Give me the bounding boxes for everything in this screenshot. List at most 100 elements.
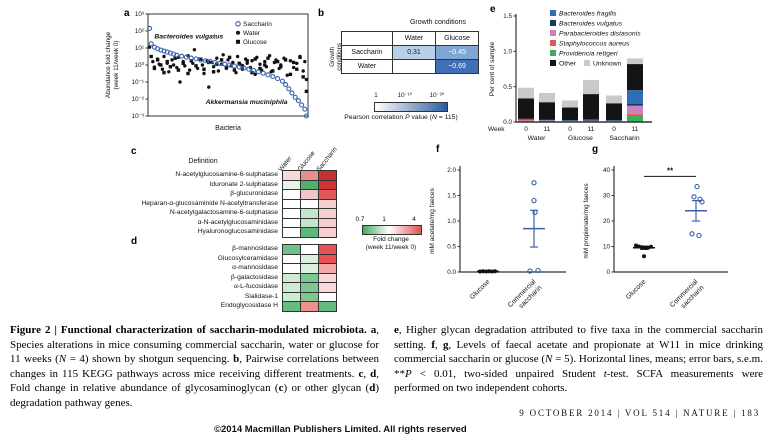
text-segment: c — [358, 367, 364, 380]
heatmap-row-label: Iduronate 2-sulphatase — [209, 180, 278, 188]
table-col-header: Water — [392, 31, 436, 46]
glucose-point — [176, 68, 181, 72]
data-point — [640, 245, 644, 250]
heatmap-cell — [318, 227, 337, 238]
heatmap-row-label: N-acetylglucosamine-6-sulphatase — [175, 171, 278, 178]
legend-label: Bacteroides fragilis — [559, 11, 617, 18]
table-row-label: Saccharin — [341, 45, 393, 60]
data-point-open — [696, 232, 702, 239]
data-point-open — [535, 267, 541, 274]
y-tick-label: 2.0 — [447, 167, 456, 174]
y-axis-label: mM acetate/mg faeces — [429, 187, 436, 253]
panel-b-scale-tick-1: 1 — [374, 92, 378, 99]
panel-e-chart: 0.0 0.5 1.0 1.5 Per cent of sample Week 0 11 0 11… — [488, 10, 652, 142]
glucose-point — [304, 89, 309, 94]
bar-segment — [583, 119, 599, 121]
text-segment: g — [443, 338, 449, 351]
legend-swatch-icon — [584, 60, 590, 66]
glucose-point — [295, 67, 299, 71]
water-point — [211, 65, 216, 69]
saccharin-point — [198, 57, 204, 63]
y-axis-label: Per cent of sample — [489, 42, 496, 97]
water-point — [258, 62, 262, 66]
heatmap-cell — [282, 301, 301, 312]
glucose-point — [288, 72, 293, 77]
data-point-open — [527, 268, 533, 274]
bar-segment — [627, 114, 643, 122]
data-point-open — [532, 209, 538, 215]
water-point — [200, 63, 205, 67]
text-segment: d — [369, 382, 376, 395]
data-point — [643, 245, 647, 250]
saccharin-point — [303, 113, 309, 119]
legend-dot-icon — [236, 30, 240, 35]
text-segment: = 4) shown by shotgun sequencing. — [66, 353, 234, 366]
data-point — [642, 254, 646, 259]
journal-citation: 9 OCTOBER 2014 | VOL 514 | NATURE | 183 — [519, 408, 760, 418]
panel-e-label: e — [490, 4, 496, 15]
saccharin-point — [260, 70, 266, 76]
water-point — [303, 59, 307, 64]
heatmap-row-label: α-mannosidase — [232, 264, 278, 271]
water-point — [215, 56, 219, 60]
y-tick-label: 1.5 — [503, 13, 512, 20]
text-segment: , Fold change in relative abundance of g… — [10, 367, 379, 395]
water-point — [178, 80, 182, 84]
saccharin-point — [236, 64, 242, 70]
bar-segment — [518, 87, 534, 99]
water-point — [160, 67, 165, 71]
legend-label: Bacteroides vulgatus — [559, 21, 623, 28]
y-tick-label: 0.5 — [447, 244, 456, 251]
panel-b-label: b — [318, 8, 325, 19]
heatmap-cell — [318, 301, 337, 312]
table-row: Water −0.69 — [341, 59, 479, 74]
glucose-point — [291, 60, 296, 65]
panel-c: Definition Water Glucose Saccharin N-acety… — [128, 140, 368, 244]
y-axis-label: Abundance fold change — [105, 31, 112, 98]
bar-segment — [627, 90, 643, 104]
saccharin-point — [179, 53, 185, 59]
water-point — [235, 54, 240, 59]
heatmap-row-label: Heparan-α-glucosaminide N-acetyltransfer… — [141, 199, 278, 207]
table-col-header: Glucose — [435, 31, 479, 46]
bar-segment — [627, 113, 643, 115]
x-category-label: Glucose — [625, 278, 648, 301]
saccharin-point — [275, 76, 281, 82]
data-point — [646, 245, 650, 250]
data-point — [487, 269, 491, 274]
saccharin-point — [286, 86, 292, 92]
panel-b-scale-caption: Pearson correlation P value (N = 115) — [312, 114, 490, 121]
legend-swatch-icon — [550, 60, 556, 66]
data-point — [634, 243, 638, 248]
water-point — [263, 59, 267, 64]
x-category-label: Glucose — [469, 278, 492, 301]
group-label: Water — [528, 135, 547, 142]
bar-segment — [518, 119, 534, 120]
water-point — [162, 54, 166, 59]
data-point — [637, 244, 641, 249]
y-tick-label: 10⁻³ — [132, 113, 144, 120]
correlation-cell: −0.45 — [435, 45, 479, 60]
glucose-point — [240, 64, 245, 68]
legend-label: Parabacteroides distasonis — [559, 31, 641, 38]
glucose-point — [194, 64, 198, 68]
panel-d: β-mannosidase Glucosylceramidase α-mannosi… — [128, 244, 368, 320]
water-point — [285, 73, 289, 77]
glucose-point — [250, 70, 254, 75]
saccharin-point — [207, 59, 213, 65]
text-segment: , — [435, 338, 443, 351]
glucose-point — [266, 56, 270, 60]
panel-d-heatmap: β-mannosidase Glucosylceramidase α-mannosi… — [128, 244, 337, 312]
bar-segment — [583, 94, 599, 120]
text-segment: d — [370, 367, 377, 380]
week-axis-label: Week — [488, 126, 505, 133]
panel-f-label: f — [436, 144, 440, 155]
table-row: Saccharin 0.31 −0.45 — [341, 45, 479, 60]
data-point-open — [699, 199, 705, 205]
panel-d-label: d — [131, 236, 138, 247]
saccharin-point — [289, 90, 295, 96]
saccharin-point — [148, 41, 154, 47]
legend-label: Glucose — [243, 39, 267, 46]
water-point — [221, 53, 225, 57]
